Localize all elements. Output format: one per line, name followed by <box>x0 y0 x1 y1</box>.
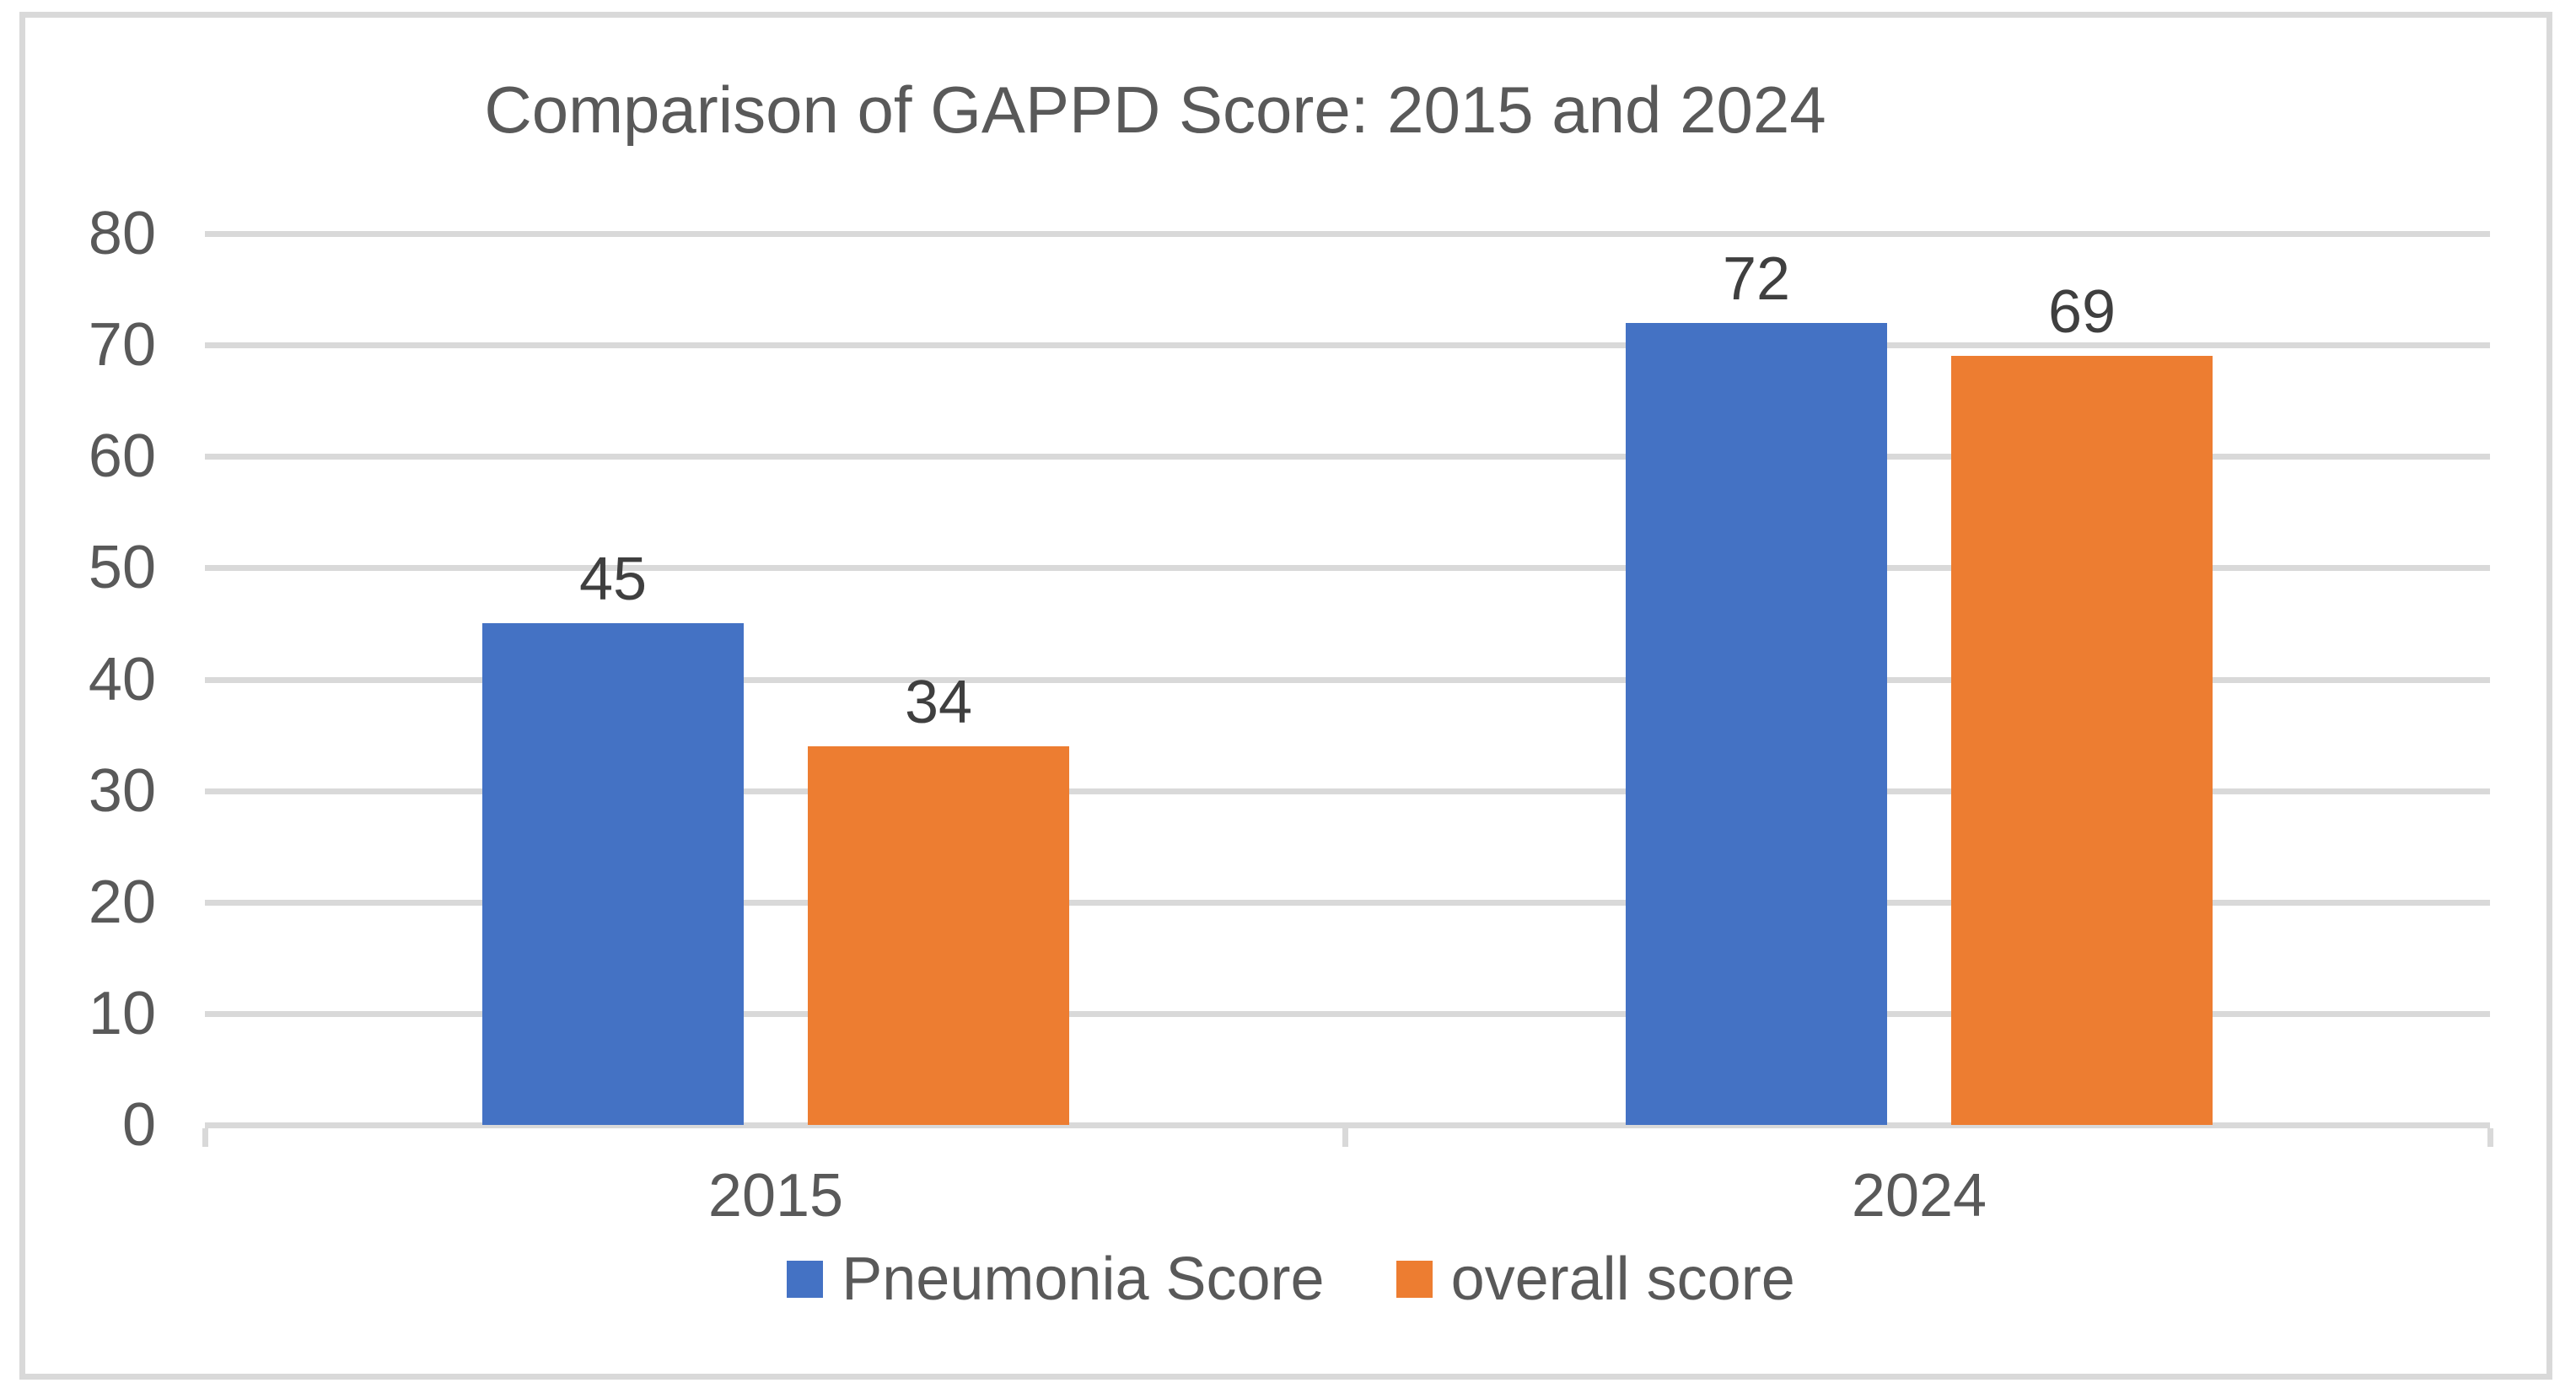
gridline-y-70 <box>205 342 2490 348</box>
legend: Pneumonia Score overall score <box>0 1246 2576 1313</box>
bar-pneumonia-score-2024 <box>1626 323 1887 1125</box>
gridline-y-30 <box>205 788 2490 794</box>
bar-overall-score-2024 <box>1951 356 2213 1125</box>
y-axis-label-0: 0 <box>121 1091 156 1159</box>
x-axis-label-2015: 2015 <box>707 1162 844 1230</box>
gridline-y-50 <box>205 565 2490 571</box>
gridline-y-60 <box>205 454 2490 460</box>
gridline-y-40 <box>205 677 2490 683</box>
data-label-pneumonia-score-2015: 45 <box>578 546 648 613</box>
chart-border <box>19 12 2552 1380</box>
legend-swatch-pneumonia-score-icon <box>787 1261 824 1298</box>
y-axis-label-10: 10 <box>88 980 156 1047</box>
x-axis-tick-0 <box>202 1128 208 1147</box>
y-axis-label-80: 80 <box>88 200 156 267</box>
legend-item-overall-score: overall score <box>1396 1246 1795 1313</box>
y-axis-label-50: 50 <box>88 534 156 601</box>
data-label-overall-score-2015: 34 <box>904 669 973 736</box>
y-axis-label-60: 60 <box>88 422 156 490</box>
legend-item-pneumonia-score: Pneumonia Score <box>787 1246 1325 1313</box>
legend-label-pneumonia-score: Pneumonia Score <box>842 1246 1325 1313</box>
bar-pneumonia-score-2015 <box>482 623 744 1125</box>
gridline-y-20 <box>205 900 2490 906</box>
gridline-y-80 <box>205 231 2490 237</box>
x-axis-label-2024: 2024 <box>1851 1162 1987 1230</box>
bar-overall-score-2015 <box>808 746 1069 1125</box>
legend-label-overall-score: overall score <box>1450 1246 1795 1313</box>
data-label-pneumonia-score-2024: 72 <box>1722 245 1791 313</box>
x-axis-tick-2 <box>2487 1128 2493 1147</box>
y-axis-label-20: 20 <box>88 869 156 936</box>
y-axis-label-30: 30 <box>88 757 156 825</box>
y-axis-label-40: 40 <box>88 646 156 713</box>
x-axis-tick-1 <box>1342 1128 1348 1147</box>
gridline-y-10 <box>205 1011 2490 1017</box>
chart-title: Comparison of GAPPD Score: 2015 and 2024 <box>484 73 1826 147</box>
y-axis-label-70: 70 <box>88 311 156 379</box>
data-label-overall-score-2024: 69 <box>2047 278 2116 346</box>
legend-swatch-overall-score-icon <box>1396 1261 1433 1298</box>
gridline-y-0 <box>205 1122 2490 1128</box>
